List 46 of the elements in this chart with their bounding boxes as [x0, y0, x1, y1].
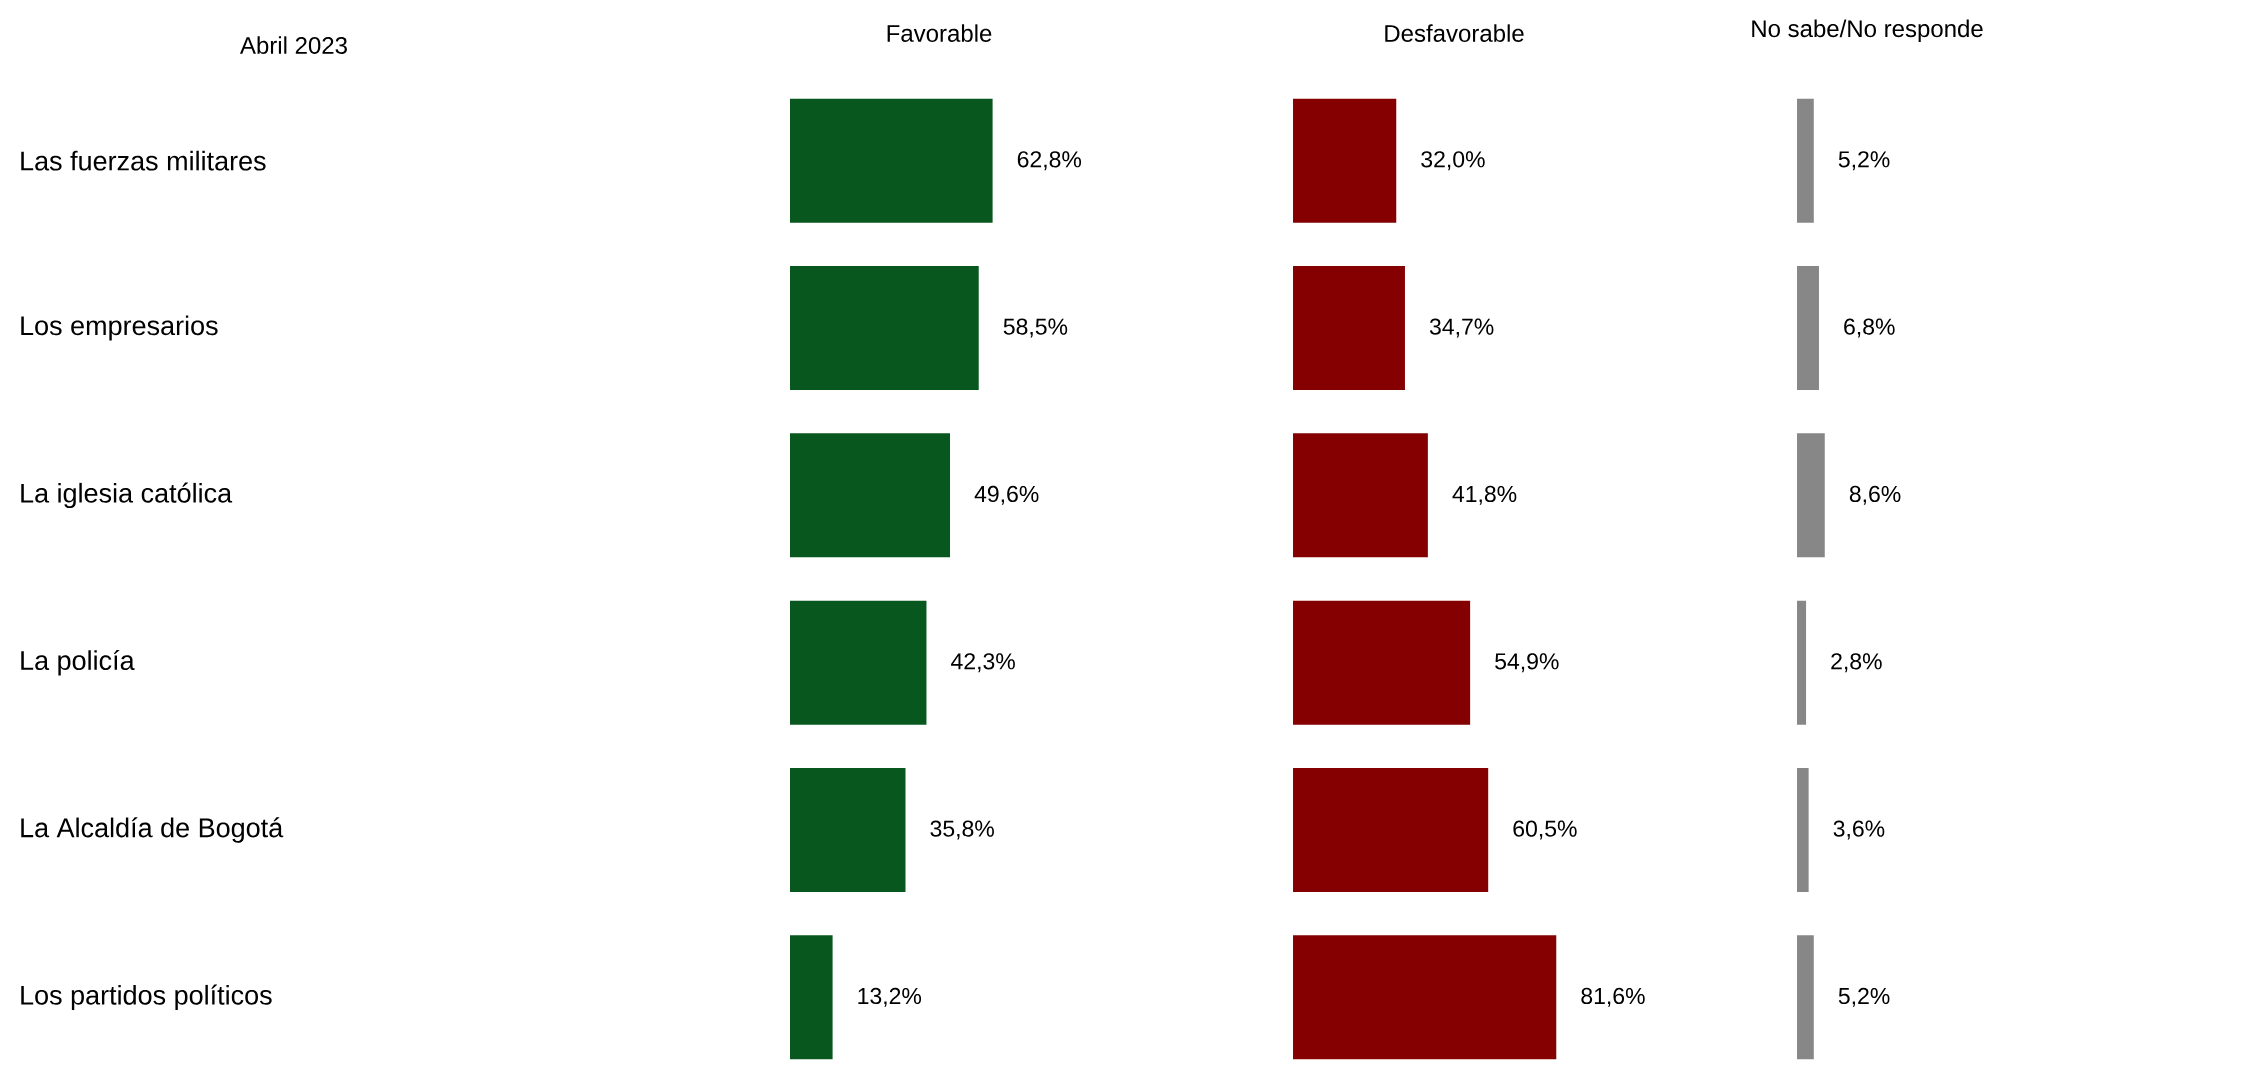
bar — [1293, 935, 1557, 1060]
bar — [790, 768, 906, 892]
data-label: 81,6% — [1581, 987, 1645, 1007]
bar — [1293, 98, 1397, 223]
text: Abril 2023 — [239, 36, 347, 54]
bar — [1293, 433, 1428, 558]
bar — [790, 935, 833, 1060]
data-label: 2,8% — [1831, 653, 1882, 673]
data-label: 54,9% — [1495, 653, 1559, 673]
data-label: 35,8% — [930, 820, 994, 840]
data-label: 58,5% — [1003, 318, 1068, 338]
bar — [1797, 98, 1814, 223]
data-label: 62,8% — [1017, 151, 1082, 171]
bar — [790, 600, 927, 725]
data-label: 3,6% — [1833, 820, 1885, 840]
data-label: 49,6% — [974, 485, 1039, 505]
chart-title: Favorable — [887, 24, 992, 42]
data-label: 42,3% — [951, 653, 1015, 673]
bar — [1797, 433, 1825, 558]
data-label: 5,2% — [1838, 987, 1890, 1007]
data-label: 34,7% — [1429, 318, 1494, 338]
y-tick-label: Los partidos políticos — [21, 984, 272, 1011]
bar — [1797, 768, 1809, 892]
chart-title: No sabe/No responde — [1752, 19, 1983, 42]
bar — [1797, 265, 1819, 390]
y-tick-label: La Alcaldía de Bogotá — [21, 817, 284, 843]
data-label: 5,2% — [1838, 151, 1890, 171]
bar — [1797, 600, 1807, 725]
bar — [1293, 600, 1471, 725]
y-tick-label: Las fuerzas militares — [21, 150, 266, 171]
data-label: 41,8% — [1452, 485, 1517, 505]
y-tick-label: La iglesia católica — [21, 482, 233, 509]
data-label: 60,5% — [1513, 820, 1577, 840]
y-tick-label: La policía — [21, 649, 135, 676]
bar — [1293, 768, 1489, 892]
chart-title: Desfavorable — [1385, 24, 1524, 42]
data-label: 32,0% — [1421, 151, 1485, 171]
bar — [790, 98, 993, 223]
data-label: 8,6% — [1849, 485, 1901, 505]
bar — [1797, 935, 1814, 1060]
y-tick-label: Los empresarios — [21, 315, 218, 341]
bar — [790, 265, 979, 390]
data-label: 6,8% — [1844, 318, 1895, 338]
bar — [1293, 265, 1405, 390]
data-label: 13,2% — [858, 987, 922, 1007]
bar — [790, 433, 951, 558]
